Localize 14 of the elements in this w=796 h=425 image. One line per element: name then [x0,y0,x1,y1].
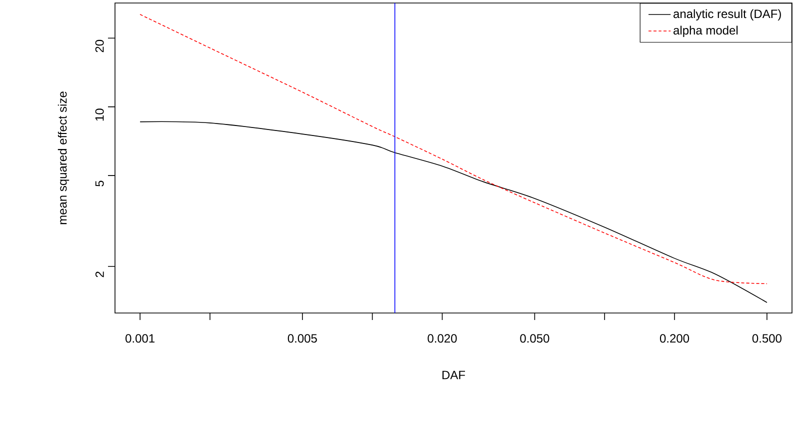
y-tick-label: 20 [95,40,104,52]
x-tick-label: 0.500 [752,334,782,343]
y-tick-label: 10 [95,108,104,121]
x-tick-label: 0.005 [288,334,317,343]
y-tick-label: 5 [95,180,104,186]
legend-label: alpha model [674,26,738,37]
y-tick-label: 2 [95,272,104,278]
y-axis-title: mean squared effect size [58,92,70,224]
x-tick-label: 0.200 [660,334,690,343]
x-axis-title: DAF [442,370,466,380]
legend-label: analytic result (DAF) [674,9,781,20]
x-tick-label: 0.001 [126,334,154,343]
x-tick-label: 0.020 [428,334,457,343]
x-tick-label: 0.050 [520,334,550,343]
